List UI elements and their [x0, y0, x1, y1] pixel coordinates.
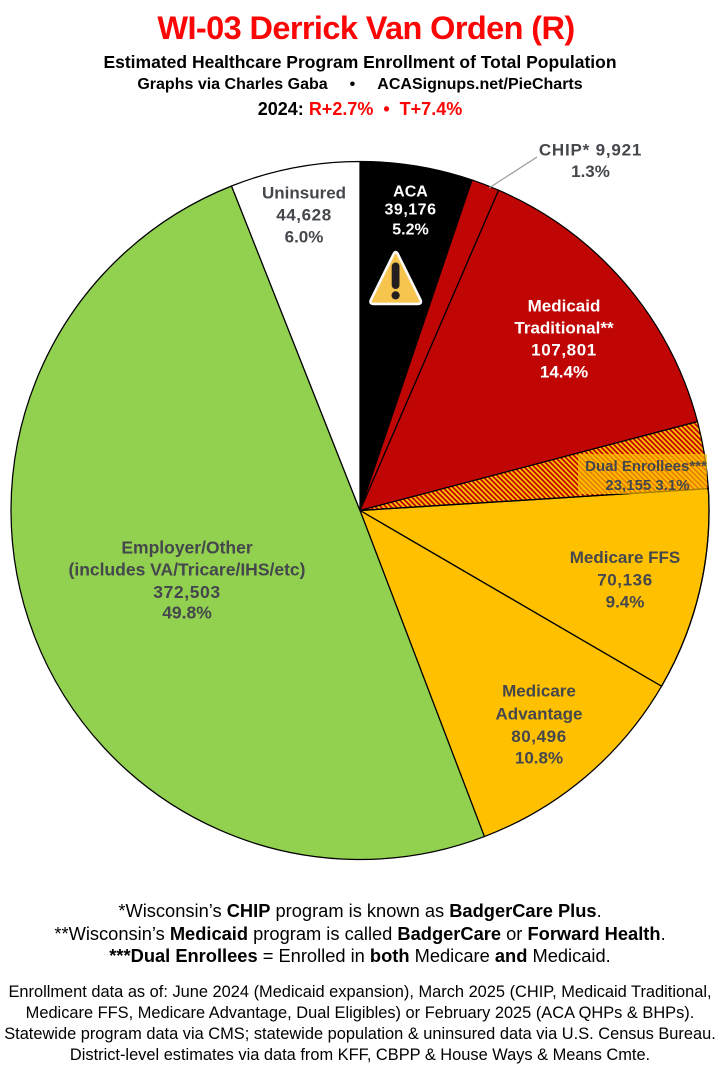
svg-text:Dual Enrollees***: Dual Enrollees*** — [585, 458, 707, 475]
svg-text:372,503: 372,503 — [153, 582, 220, 602]
svg-text:Employer/Other: Employer/Other — [121, 538, 252, 558]
svg-text:Medicaid: Medicaid — [528, 297, 601, 316]
svg-text:10.8%: 10.8% — [515, 749, 563, 768]
svg-text:70,136: 70,136 — [597, 571, 653, 590]
svg-text:80,496: 80,496 — [511, 727, 567, 746]
svg-text:5.2%: 5.2% — [392, 222, 428, 239]
svg-text:Uninsured: Uninsured — [262, 184, 346, 203]
svg-text:49.8%: 49.8% — [162, 603, 212, 623]
svg-text:Advantage: Advantage — [496, 705, 583, 724]
svg-text:Medicare FFS: Medicare FFS — [570, 548, 681, 567]
svg-text:14.4%: 14.4% — [540, 363, 588, 382]
svg-text:CHIP* 9,921: CHIP* 9,921 — [539, 141, 642, 160]
svg-text:Medicare: Medicare — [502, 682, 576, 701]
svg-text:44,628: 44,628 — [276, 206, 332, 225]
svg-text:6.0%: 6.0% — [285, 228, 324, 247]
svg-text:Traditional**: Traditional** — [514, 319, 614, 338]
svg-text:39,176: 39,176 — [385, 202, 437, 219]
svg-text:107,801: 107,801 — [531, 341, 597, 360]
svg-text:1.3%: 1.3% — [571, 162, 610, 181]
svg-text:9.4%: 9.4% — [606, 593, 645, 612]
svg-text:(includes VA/Tricare/IHS/etc): (includes VA/Tricare/IHS/etc) — [69, 560, 306, 580]
svg-text:23,155 3.1%: 23,155 3.1% — [605, 477, 689, 494]
svg-text:ACA: ACA — [393, 184, 428, 201]
